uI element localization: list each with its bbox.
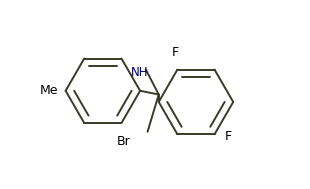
Text: F: F xyxy=(172,46,179,60)
Text: F: F xyxy=(225,130,232,143)
Text: NH: NH xyxy=(131,66,149,79)
Text: Me: Me xyxy=(40,84,58,97)
Text: Br: Br xyxy=(117,135,130,148)
